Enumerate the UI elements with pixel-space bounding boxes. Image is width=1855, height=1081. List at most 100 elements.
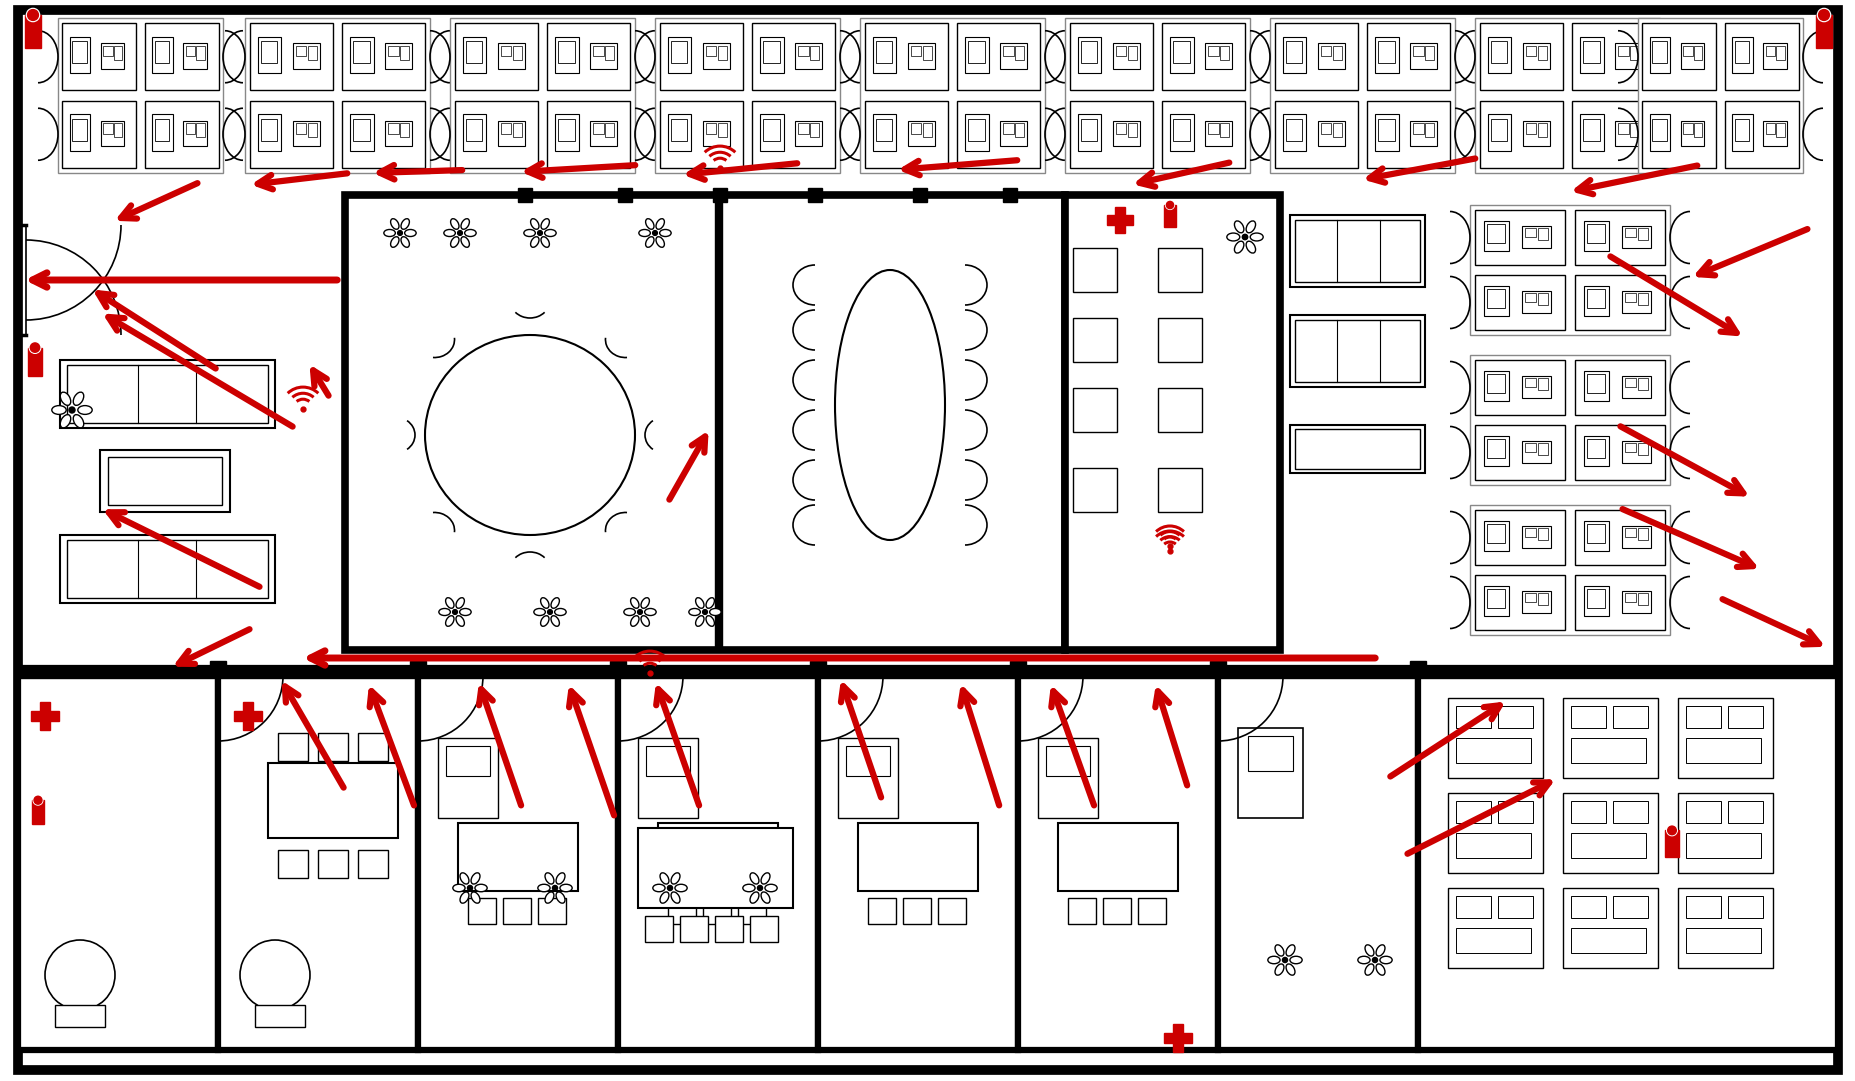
Bar — [547, 101, 631, 168]
Bar — [341, 24, 425, 90]
Bar — [761, 37, 783, 74]
Bar — [1684, 738, 1760, 763]
Bar — [1484, 371, 1508, 401]
Bar — [24, 15, 41, 48]
Bar — [1171, 37, 1193, 74]
Bar — [1521, 526, 1549, 548]
Bar — [1586, 374, 1605, 392]
Circle shape — [653, 230, 657, 236]
Bar — [154, 119, 169, 141]
Bar — [1208, 46, 1219, 56]
Bar — [1582, 371, 1608, 401]
Bar — [1684, 801, 1720, 823]
Bar — [907, 121, 935, 146]
Bar — [1586, 290, 1605, 308]
Ellipse shape — [646, 237, 653, 248]
Ellipse shape — [709, 609, 722, 615]
Bar — [1209, 660, 1226, 677]
Bar — [1623, 378, 1636, 387]
Ellipse shape — [742, 884, 755, 892]
Bar — [258, 37, 282, 74]
Bar — [1642, 24, 1716, 90]
Bar — [1286, 119, 1302, 141]
Bar — [1727, 801, 1762, 823]
Bar — [1295, 320, 1419, 382]
Ellipse shape — [545, 892, 553, 904]
Ellipse shape — [631, 616, 638, 626]
Ellipse shape — [1358, 957, 1369, 964]
Ellipse shape — [1289, 957, 1302, 964]
Circle shape — [1241, 235, 1247, 240]
Bar — [351, 115, 373, 151]
Bar — [358, 733, 388, 761]
Bar — [458, 823, 577, 891]
Bar — [1636, 228, 1647, 240]
Bar — [1475, 509, 1564, 565]
Ellipse shape — [1274, 945, 1284, 956]
Bar — [388, 46, 399, 56]
Bar — [1734, 119, 1747, 141]
Circle shape — [26, 9, 39, 22]
Ellipse shape — [672, 872, 679, 884]
Bar — [278, 850, 308, 878]
Bar — [1172, 119, 1189, 141]
Bar — [1289, 425, 1425, 473]
Circle shape — [458, 230, 462, 236]
Bar — [32, 711, 59, 721]
Circle shape — [553, 885, 556, 891]
Bar — [100, 450, 230, 512]
Bar — [1623, 529, 1636, 537]
Bar — [1454, 833, 1530, 858]
Bar — [1575, 425, 1664, 480]
Ellipse shape — [523, 229, 534, 237]
Bar — [1651, 41, 1666, 63]
Bar — [1649, 115, 1670, 151]
Bar — [1682, 123, 1692, 134]
Bar — [638, 828, 792, 908]
Bar — [1536, 593, 1547, 605]
Bar — [1172, 41, 1189, 63]
Bar — [1694, 123, 1701, 137]
Bar — [714, 916, 742, 942]
Bar — [401, 46, 410, 59]
Bar — [1078, 115, 1100, 151]
Bar — [1677, 888, 1772, 967]
Bar — [1078, 37, 1100, 74]
Ellipse shape — [445, 616, 454, 626]
Circle shape — [1371, 958, 1376, 962]
Ellipse shape — [443, 229, 454, 237]
Ellipse shape — [644, 609, 657, 615]
Bar — [1412, 46, 1423, 56]
Bar — [1562, 698, 1657, 778]
Bar — [352, 41, 369, 63]
Ellipse shape — [460, 609, 471, 615]
Bar — [1447, 698, 1542, 778]
Bar — [1727, 706, 1762, 728]
Bar — [668, 898, 696, 924]
Bar — [1623, 443, 1636, 452]
Bar — [1684, 927, 1760, 953]
Bar — [466, 41, 482, 63]
Bar — [605, 123, 614, 137]
Bar — [1569, 801, 1605, 823]
Bar — [714, 195, 722, 650]
Bar — [864, 101, 948, 168]
Bar — [61, 101, 135, 168]
Bar — [1586, 524, 1605, 543]
Bar — [618, 188, 633, 202]
Bar — [1629, 123, 1638, 137]
Bar — [1681, 43, 1703, 69]
Circle shape — [453, 610, 456, 614]
Bar — [1488, 115, 1510, 151]
Bar — [462, 115, 486, 151]
Bar — [1158, 468, 1202, 512]
Bar — [957, 101, 1041, 168]
Bar — [1536, 529, 1547, 540]
Bar — [72, 41, 87, 63]
Bar — [555, 37, 579, 74]
Bar — [618, 668, 818, 1050]
Ellipse shape — [655, 218, 664, 229]
Bar — [1621, 376, 1649, 398]
Bar — [1475, 18, 1658, 173]
Ellipse shape — [623, 609, 634, 615]
